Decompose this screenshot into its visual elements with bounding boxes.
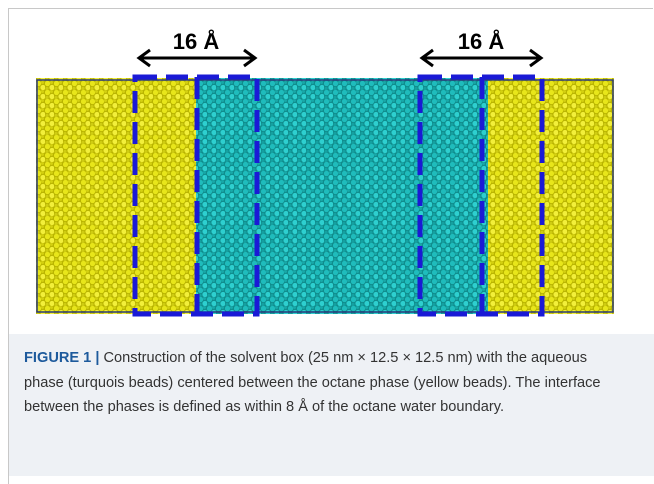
simulation-box [36,78,614,314]
width-label: 16 Å [173,28,220,54]
arrows [136,48,544,68]
figure: 16 Å 16 Å [36,28,614,317]
figure-frame [8,8,653,484]
interface-boxes [132,74,545,317]
caption: FIGURE 1 | Construction of the solvent b… [9,334,654,476]
caption-label: FIGURE 1 | [24,350,100,366]
caption-text: Construction of the solvent box (25 nm ×… [24,350,601,415]
width-label: 16 Å [458,28,505,54]
